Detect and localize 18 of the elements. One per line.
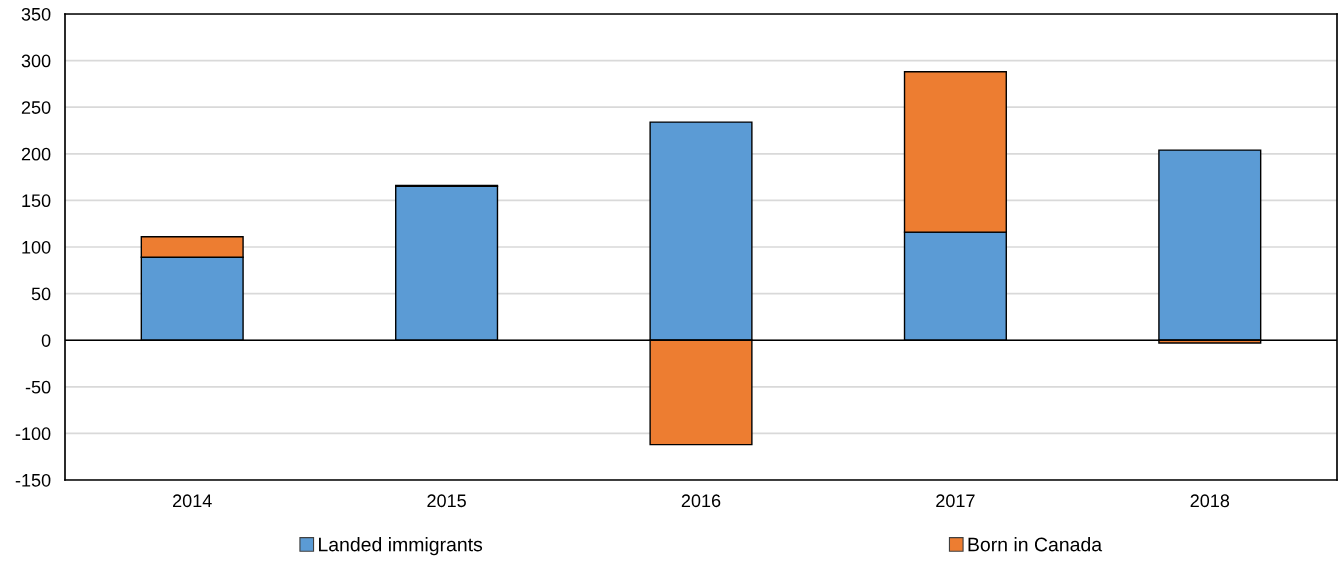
x-tick-label: 2017 (936, 494, 975, 508)
y-tick-label: 150 (22, 194, 51, 208)
y-tick-label: 250 (21, 101, 51, 114)
x-tick-label: 2018 (1190, 494, 1230, 508)
x-tick-label: 2016 (681, 494, 721, 508)
legend-label: Landed immigrants (319, 537, 483, 556)
y-tick-label: -50 (25, 380, 51, 394)
y-tick-label: 100 (22, 240, 51, 254)
y-tick-label: -150 (15, 473, 51, 487)
legend-label: Born in Canada (968, 537, 1103, 552)
y-tick-label: 300 (21, 54, 51, 68)
y-tick-label: 50 (31, 287, 51, 301)
x-tick-label: 2015 (427, 494, 466, 508)
y-tick-label: 200 (21, 147, 51, 161)
y-tick-label: 350 (21, 7, 51, 21)
y-tick-label: 0 (41, 334, 51, 347)
y-tick-label: -100 (15, 427, 51, 441)
x-tick-label: 2014 (173, 494, 212, 508)
